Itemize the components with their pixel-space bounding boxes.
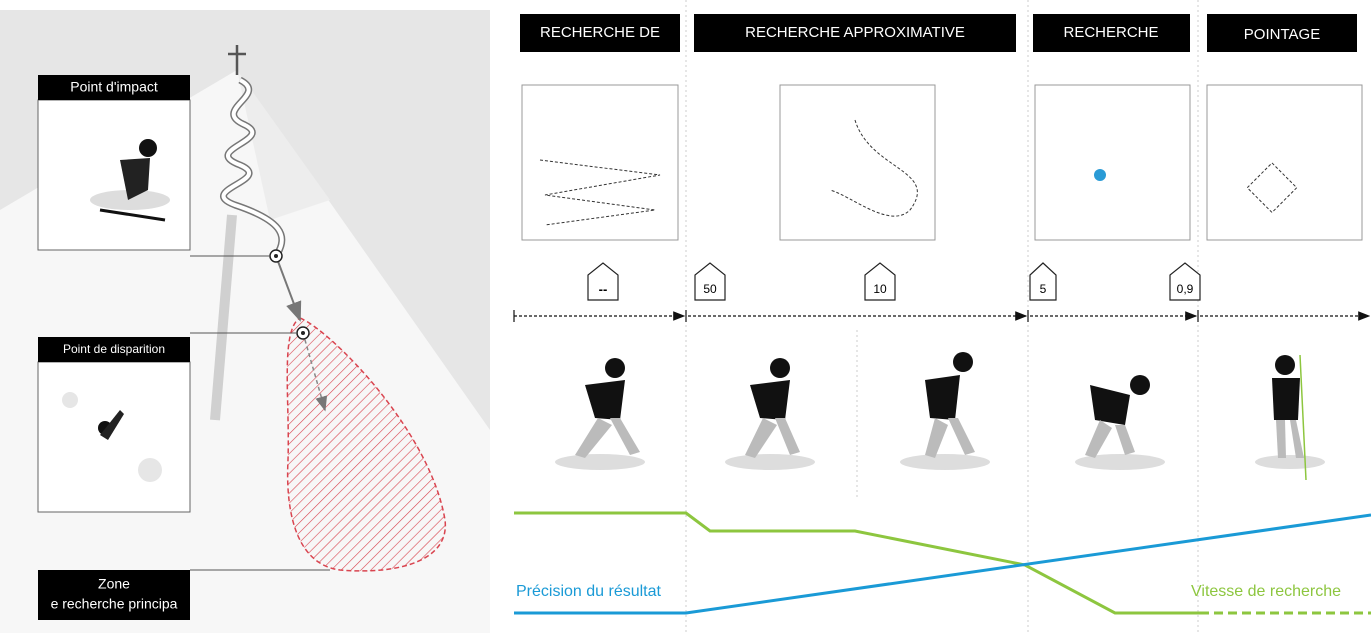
phase-timeline (513, 310, 1371, 322)
phase-title: RECHERCHE (1063, 24, 1158, 41)
phase-headers (520, 14, 1357, 52)
phase-illustrations (521, 84, 1363, 241)
sign-value: -- (599, 281, 608, 296)
zone-label: e recherche principa (51, 596, 178, 612)
sign-value: 50 (703, 282, 717, 296)
rescuer-figures (555, 352, 1325, 481)
zone-label: Zone (98, 576, 130, 592)
phase-title: RECHERCHE APPROXIMATIVE (745, 24, 965, 41)
mountain-illustration (0, 10, 490, 633)
signs (587, 262, 1201, 301)
speed-label: Vitesse de recherche (1191, 583, 1341, 600)
phase-title: RECHERCHE DE (540, 24, 660, 41)
impact-label: Point d'impact (70, 79, 158, 95)
phase-title: POINTAGE (1244, 26, 1320, 43)
disappearance-label: Point de disparition (63, 342, 165, 356)
trend-curves (514, 511, 1371, 615)
sign-value: 10 (873, 282, 887, 296)
sign-value: 0,9 (1177, 282, 1194, 296)
sign-value: 5 (1040, 282, 1047, 296)
precision-label: Précision du résultat (516, 583, 662, 600)
